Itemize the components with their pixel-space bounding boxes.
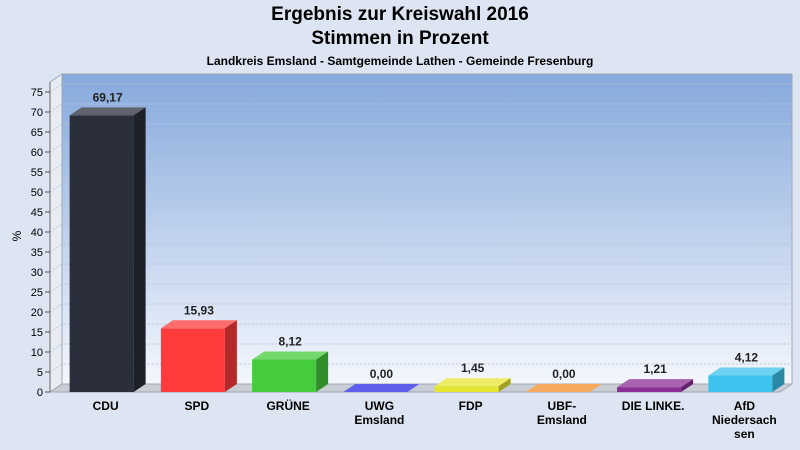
bar-front — [434, 386, 499, 392]
gridline — [49, 283, 792, 293]
y-tick-label: 70 — [31, 107, 43, 119]
x-tick-label: UBF- — [548, 399, 577, 413]
gridline — [49, 123, 792, 133]
x-tick-label: CDU — [93, 399, 119, 413]
gridline — [49, 263, 792, 273]
data-label: 0,00 — [552, 367, 576, 381]
gridline — [49, 203, 792, 213]
bar-top — [617, 379, 694, 388]
y-tick-label: 60 — [31, 147, 43, 159]
bar-front — [69, 115, 134, 392]
x-tick-label: Emsland — [537, 413, 587, 427]
data-label: 15,93 — [184, 303, 214, 317]
x-tick-label: DIE LINKE. — [622, 399, 685, 413]
bar-5 — [525, 384, 602, 392]
chart-subtitle: Stimmen in Prozent — [311, 28, 489, 49]
bar-0 — [69, 107, 146, 392]
y-axis-label: % — [10, 230, 24, 241]
y-tick-label: 15 — [31, 327, 43, 339]
y-tick-label: 40 — [31, 227, 43, 239]
data-label: 4,12 — [735, 351, 759, 365]
bar-1 — [160, 320, 237, 392]
y-tick-label: 25 — [31, 287, 43, 299]
bar-top — [69, 107, 146, 116]
bar-front — [160, 328, 225, 392]
bar-side — [498, 378, 511, 392]
bar-side — [772, 367, 785, 392]
bar-6 — [617, 379, 694, 392]
gridline — [49, 363, 792, 373]
gridline — [49, 163, 792, 173]
data-label: 8,12 — [278, 335, 302, 349]
bar-top — [160, 320, 237, 329]
x-tick-label: AfD — [734, 399, 756, 413]
gridline — [49, 183, 792, 193]
x-tick-label: FDP — [459, 399, 483, 413]
y-tick-label: 10 — [31, 347, 43, 359]
bar-top — [708, 367, 785, 376]
bar-side — [316, 351, 329, 392]
y-tick-label: 35 — [31, 247, 43, 259]
bar-front — [617, 387, 682, 392]
bar-2 — [252, 351, 329, 392]
gridline — [49, 343, 792, 353]
gridline — [49, 223, 792, 233]
bar-7 — [708, 367, 785, 392]
bar-top — [434, 378, 511, 387]
y-tick-label: 5 — [37, 367, 43, 379]
y-tick-label: 20 — [31, 307, 43, 319]
data-label: 69,17 — [93, 90, 123, 104]
bar-top — [343, 384, 420, 392]
bar-side — [681, 379, 694, 392]
bar-3 — [343, 384, 420, 392]
y-tick-label: 75 — [31, 87, 43, 99]
x-tick-label: SPD — [185, 399, 210, 413]
bar-top — [525, 384, 602, 392]
data-label: 0,00 — [370, 367, 394, 381]
bar-front — [708, 375, 773, 392]
y-tick-label: 65 — [31, 127, 43, 139]
gridline — [49, 323, 792, 333]
bar-side — [224, 320, 237, 392]
x-tick-label: UWG — [365, 399, 394, 413]
gridline — [49, 83, 792, 93]
bar-top — [252, 351, 329, 360]
gridline — [49, 103, 792, 113]
chart-title: Ergebnis zur Kreiswahl 2016 — [271, 4, 529, 25]
x-tick-label: Emsland — [354, 413, 404, 427]
gridline — [49, 303, 792, 313]
gridline — [49, 243, 792, 253]
gridline — [49, 143, 792, 153]
data-label: 1,45 — [461, 361, 485, 375]
plot-side-wall — [49, 73, 63, 393]
y-tick-label: 45 — [31, 207, 43, 219]
y-tick-label: 55 — [31, 167, 43, 179]
y-tick-label: 30 — [31, 267, 43, 279]
x-tick-label: Niedersach — [712, 413, 777, 427]
y-tick-label: 50 — [31, 187, 43, 199]
bar-side — [133, 107, 146, 392]
chart-caption: Landkreis Emsland - Samtgemeinde Lathen … — [206, 54, 594, 68]
x-tick-label: GRÜNE — [266, 398, 309, 413]
x-tick-label: sen — [734, 427, 755, 441]
bar-front — [252, 359, 317, 392]
y-tick-label: 0 — [37, 387, 43, 399]
data-label: 1,21 — [643, 362, 667, 376]
bar-4 — [434, 378, 511, 392]
